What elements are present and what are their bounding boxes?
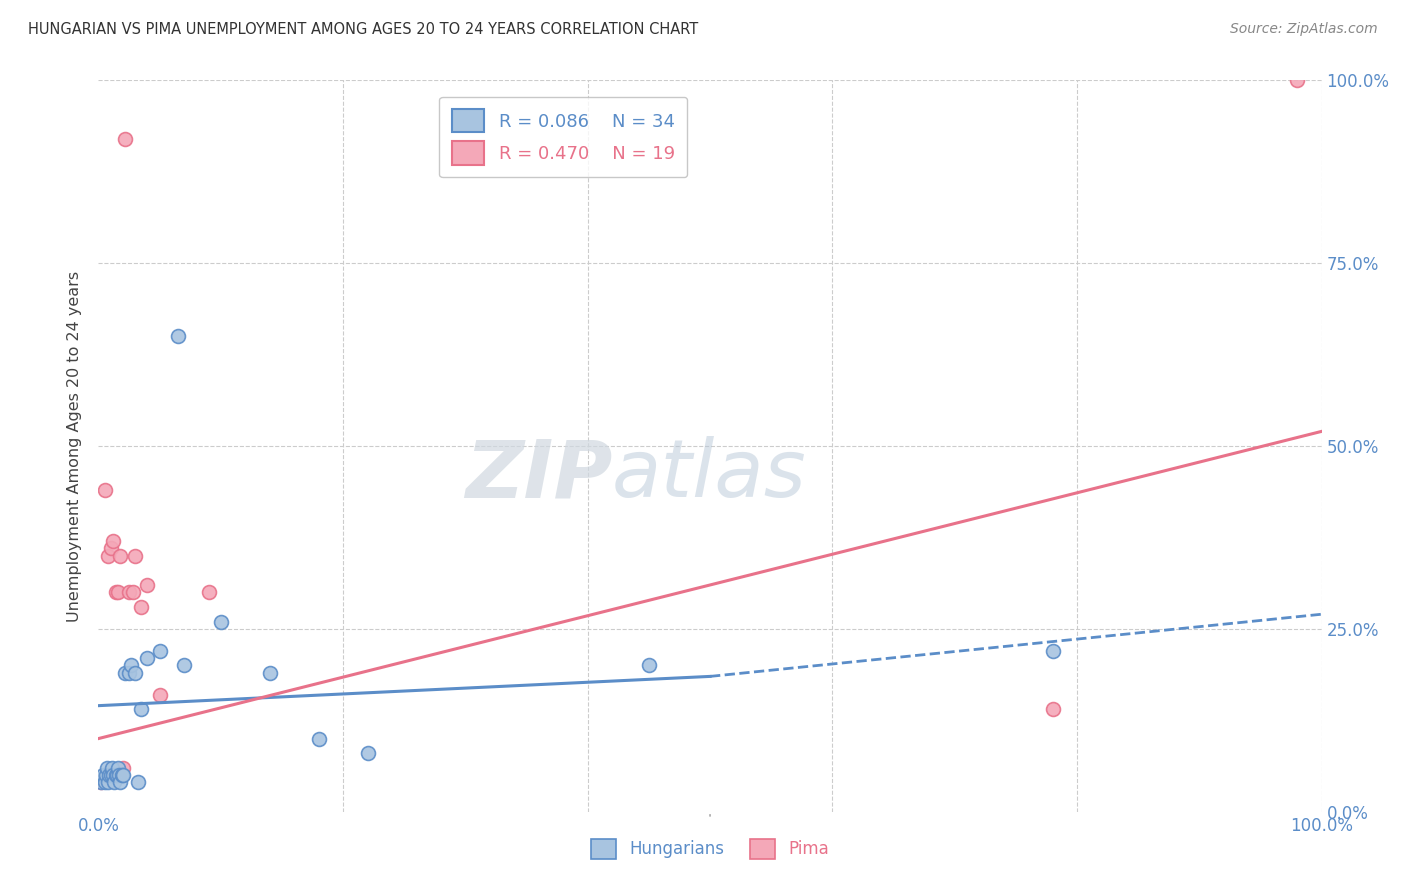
Legend: Hungarians, Pima: Hungarians, Pima	[585, 832, 835, 865]
Point	[97, 775, 120, 789]
Point	[124, 549, 146, 563]
Point	[136, 578, 159, 592]
Point	[105, 768, 128, 782]
Point	[124, 665, 146, 680]
Point	[91, 768, 114, 782]
Point	[111, 768, 134, 782]
Point	[96, 761, 118, 775]
Point	[101, 534, 124, 549]
Point	[127, 775, 149, 789]
Point	[121, 585, 143, 599]
Point	[97, 549, 120, 563]
Point	[308, 731, 330, 746]
Point	[197, 585, 219, 599]
Point	[209, 615, 232, 629]
Point	[1042, 644, 1064, 658]
Point	[107, 585, 129, 599]
Point	[101, 761, 124, 775]
Point	[100, 541, 122, 556]
Point	[129, 599, 152, 614]
Point	[149, 688, 172, 702]
Point	[149, 644, 172, 658]
Point	[104, 585, 127, 599]
Point	[114, 132, 136, 146]
Point	[94, 768, 117, 782]
Text: HUNGARIAN VS PIMA UNEMPLOYMENT AMONG AGES 20 TO 24 YEARS CORRELATION CHART: HUNGARIAN VS PIMA UNEMPLOYMENT AMONG AGE…	[28, 22, 699, 37]
Point	[110, 549, 132, 563]
Point	[107, 761, 129, 775]
Point	[90, 775, 112, 789]
Point	[167, 329, 190, 343]
Text: atlas: atlas	[612, 436, 807, 515]
Point	[118, 585, 141, 599]
Point	[103, 775, 125, 789]
Point	[108, 768, 131, 782]
Point	[136, 651, 159, 665]
Point	[93, 775, 115, 789]
Point	[93, 483, 115, 497]
Point	[1286, 73, 1309, 87]
Point	[104, 768, 127, 782]
Y-axis label: Unemployment Among Ages 20 to 24 years: Unemployment Among Ages 20 to 24 years	[67, 270, 83, 622]
Point	[111, 761, 134, 775]
Point	[356, 746, 378, 760]
Point	[100, 768, 122, 782]
Point	[110, 775, 132, 789]
Point	[111, 768, 134, 782]
Point	[98, 768, 121, 782]
Text: Source: ZipAtlas.com: Source: ZipAtlas.com	[1230, 22, 1378, 37]
Point	[120, 658, 142, 673]
Point	[173, 658, 195, 673]
Point	[90, 775, 112, 789]
Point	[118, 665, 141, 680]
Point	[638, 658, 661, 673]
Point	[114, 665, 136, 680]
Point	[259, 665, 281, 680]
Point	[129, 702, 152, 716]
Text: ZIP: ZIP	[465, 436, 612, 515]
Point	[101, 768, 124, 782]
Point	[1042, 702, 1064, 716]
